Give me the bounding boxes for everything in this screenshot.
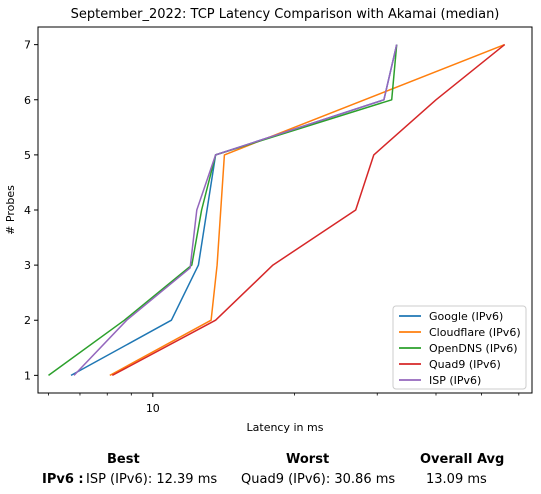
series-layer xyxy=(48,43,506,377)
best-header: Best xyxy=(107,452,140,467)
series-line-1 xyxy=(70,44,398,377)
y-tick-label-7: 7 xyxy=(24,39,31,52)
y-tick-label-1: 1 xyxy=(24,369,31,382)
legend-entry-3: OpenDNS (IPv6) xyxy=(429,342,518,355)
legend-entry-1: Google (IPv6) xyxy=(429,310,503,323)
legend: Google (IPv6) Cloudflare (IPv6) OpenDNS (I… xyxy=(392,305,527,390)
series-line-4 xyxy=(111,44,506,377)
chart-title: September_2022: TCP Latency Comparison w… xyxy=(71,7,500,22)
series-line-2 xyxy=(109,43,505,377)
worst-value: Quad9 (IPv6): 30.86 ms xyxy=(241,472,396,487)
x-tick-label-10: 10 xyxy=(146,402,160,415)
overall-avg-value: 13.09 ms xyxy=(426,472,487,487)
worst-header: Worst xyxy=(286,452,330,467)
x-axis-label: Latency in ms xyxy=(247,421,324,434)
legend-entry-4: Quad9 (IPv6) xyxy=(429,358,501,371)
best-value: ISP (IPv6): 12.39 ms xyxy=(86,472,218,487)
overall-avg-header: Overall Avg xyxy=(420,452,505,467)
axis-layer: 1 2 3 4 5 6 7 10 xyxy=(24,39,520,415)
summary-table: Best Worst Overall Avg IPv6 : ISP (IPv6)… xyxy=(0,448,541,494)
y-tick-label-2: 2 xyxy=(24,314,31,327)
chart: September_2022: TCP Latency Comparison w… xyxy=(4,7,533,434)
y-tick-label-4: 4 xyxy=(24,204,31,217)
y-tick-label-6: 6 xyxy=(24,94,31,107)
y-axis-label: # Probes xyxy=(4,185,17,235)
y-tick-label-3: 3 xyxy=(24,259,31,272)
ipv6-row-label: IPv6 : xyxy=(42,472,84,487)
series-line-3 xyxy=(48,44,398,377)
legend-frame xyxy=(392,305,527,390)
legend-entry-5: ISP (IPv6) xyxy=(429,374,481,387)
series-line-5 xyxy=(73,44,398,376)
legend-entry-2: Cloudflare (IPv6) xyxy=(429,326,521,339)
y-tick-label-5: 5 xyxy=(24,149,31,162)
